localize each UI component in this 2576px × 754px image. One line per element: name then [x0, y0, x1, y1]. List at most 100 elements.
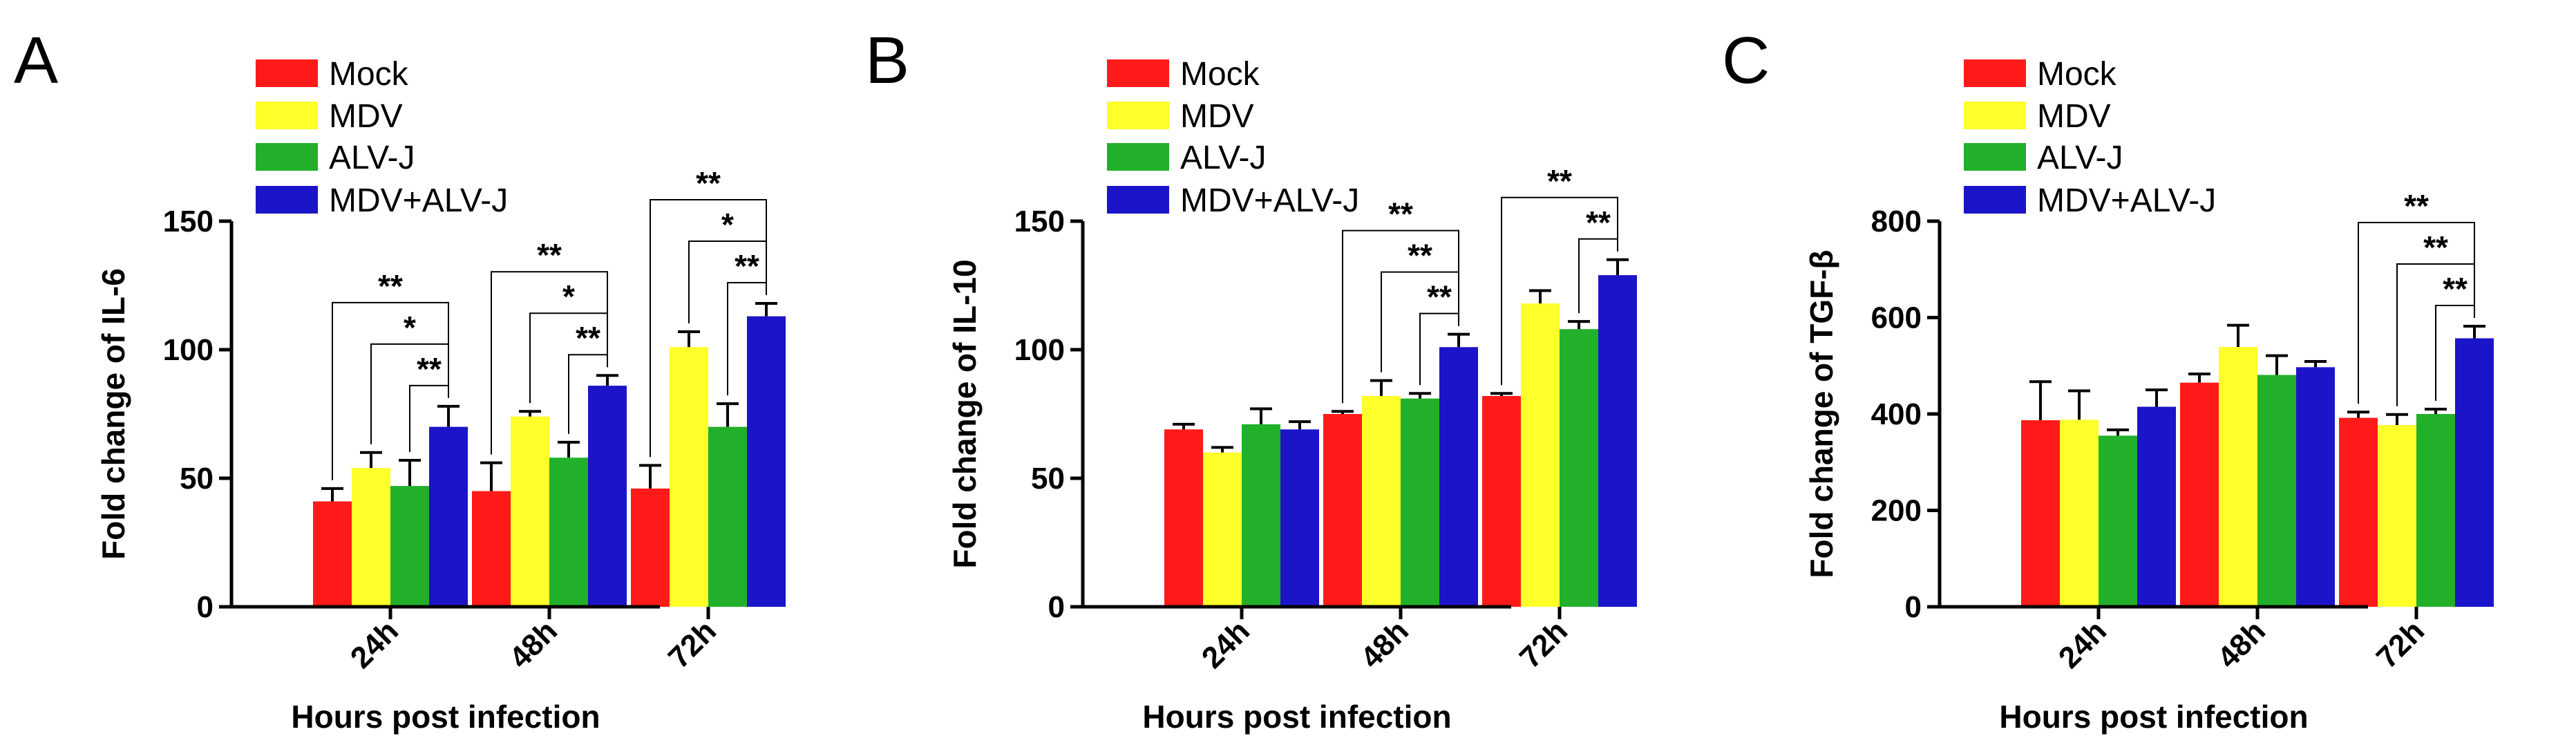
- y-tick-label: 0: [197, 590, 214, 624]
- x-category-label: 72h: [2370, 614, 2431, 675]
- bar-alv-j: [708, 426, 747, 607]
- significance-label: *: [721, 207, 734, 243]
- legend-swatch: [1964, 186, 2026, 214]
- bar-mdv: [2060, 420, 2099, 607]
- significance-label: **: [1388, 196, 1413, 232]
- bar-alv-j: [2257, 375, 2296, 607]
- bar-alv-j: [2416, 414, 2455, 607]
- x-axis-title: Hours post infection: [291, 699, 600, 735]
- significance-label: **: [2423, 229, 2448, 265]
- y-tick-label: 50: [1031, 462, 1065, 496]
- bar-mdv-alv-j: [1280, 429, 1319, 607]
- legend-swatch: [1107, 102, 1169, 129]
- y-tick-label: 800: [1871, 205, 1922, 238]
- significance-bracket: [332, 301, 449, 480]
- y-tick-label: 0: [1048, 590, 1065, 624]
- legend-label: MDV: [1180, 98, 1254, 135]
- legend-swatch: [256, 59, 318, 87]
- bar-mdv: [2378, 425, 2416, 607]
- bar-mdv: [1521, 303, 1560, 607]
- y-axis-title: Fold change of IL-10: [947, 259, 983, 568]
- bar-mock: [631, 488, 670, 607]
- bar-mock: [1164, 429, 1203, 607]
- significance-label: **: [417, 351, 442, 387]
- significance-bracket: [650, 199, 767, 458]
- bar-mock: [2021, 420, 2060, 607]
- significance-label: **: [537, 237, 562, 273]
- bar-mdv: [352, 468, 390, 607]
- bar-mdv: [1362, 395, 1401, 607]
- significance-label: **: [2404, 188, 2429, 224]
- legend-swatch: [1107, 59, 1169, 87]
- legend-swatch: [1107, 186, 1169, 214]
- x-category-label: 24h: [2052, 614, 2113, 675]
- panel-c: C Mock MDV ALV-J MDV+ALV-J ** ** ** 0 200 400 600 80…: [1722, 23, 2494, 735]
- significance-label: **: [696, 165, 721, 201]
- x-axis-title: Hours post infection: [1142, 699, 1451, 735]
- y-tick-label: 100: [1014, 333, 1065, 367]
- legend-label: Mock: [2037, 56, 2117, 93]
- legend-label: ALV-J: [2037, 140, 2123, 176]
- significance-label: **: [576, 320, 600, 356]
- bar-alv-j: [1401, 398, 1439, 607]
- bar-mock: [1323, 414, 1362, 607]
- legend-label: MDV+ALV-J: [1180, 182, 1359, 219]
- bar-alv-j: [2099, 435, 2137, 607]
- significance-label: **: [2443, 271, 2468, 307]
- significance-label: **: [1586, 205, 1611, 241]
- bar-mdv-alv-j: [2455, 338, 2494, 607]
- x-category-label: 48h: [1354, 614, 1415, 675]
- bar-mock: [313, 501, 352, 607]
- y-axis-title: Fold change of IL-6: [95, 268, 131, 560]
- bar-mdv: [2219, 347, 2257, 607]
- legend-swatch: [1964, 59, 2026, 87]
- bar-mdv-alv-j: [747, 316, 786, 607]
- y-tick-label: 150: [163, 205, 214, 238]
- legend-swatch: [1964, 143, 2026, 171]
- y-tick-label: 0: [1905, 590, 1922, 624]
- y-tick-label: 50: [180, 462, 214, 496]
- significance-bracket: [491, 271, 608, 455]
- bar-mdv-alv-j: [1439, 347, 1478, 607]
- bar-mdv: [511, 416, 549, 607]
- x-category-label: 72h: [662, 614, 723, 675]
- bar-mock: [2339, 417, 2378, 607]
- panel-letter: C: [1722, 23, 1770, 97]
- bar-alv-j: [390, 486, 429, 607]
- bar-mdv-alv-j: [429, 426, 468, 607]
- significance-bracket: [1501, 196, 1618, 386]
- x-category-label: 48h: [503, 614, 564, 675]
- significance-bracket: [2358, 222, 2475, 404]
- y-tick-label: 150: [1014, 205, 1065, 238]
- legend-label: MDV+ALV-J: [329, 182, 508, 219]
- bar-mdv-alv-j: [2137, 406, 2176, 607]
- panel-letter: A: [14, 23, 58, 97]
- significance-label: **: [1408, 238, 1432, 274]
- x-category-label: 72h: [1513, 614, 1574, 675]
- bar-mdv-alv-j: [588, 386, 627, 607]
- bar-mock: [472, 491, 511, 607]
- significance-label: **: [378, 268, 403, 304]
- bar-mdv: [670, 347, 708, 607]
- significance-label: *: [404, 310, 416, 346]
- panel-b: B Mock MDV ALV-J MDV+ALV-J ** ** ** ** ** 0 50 100 15…: [865, 23, 1637, 735]
- x-category-label: 24h: [344, 614, 405, 675]
- legend-swatch: [256, 186, 318, 214]
- x-axis-title: Hours post infection: [1999, 699, 2308, 735]
- legend-label: MDV: [2037, 98, 2111, 135]
- y-tick-label: 400: [1871, 397, 1922, 431]
- legend-label: Mock: [329, 56, 409, 93]
- legend-swatch: [1107, 143, 1169, 171]
- panel-letter: B: [865, 23, 909, 97]
- significance-label: **: [1547, 163, 1572, 199]
- y-axis-title: Fold change of TGF-β: [1803, 249, 1839, 578]
- bar-alv-j: [1560, 329, 1598, 607]
- y-tick-label: 200: [1871, 494, 1922, 528]
- bar-mock: [2180, 382, 2219, 607]
- legend-swatch: [256, 102, 318, 129]
- bar-mdv: [1203, 452, 1242, 607]
- significance-label: *: [562, 279, 575, 314]
- legend-label: Mock: [1180, 56, 1260, 93]
- x-category-label: 48h: [2211, 614, 2272, 675]
- bar-mdv-alv-j: [1598, 275, 1637, 607]
